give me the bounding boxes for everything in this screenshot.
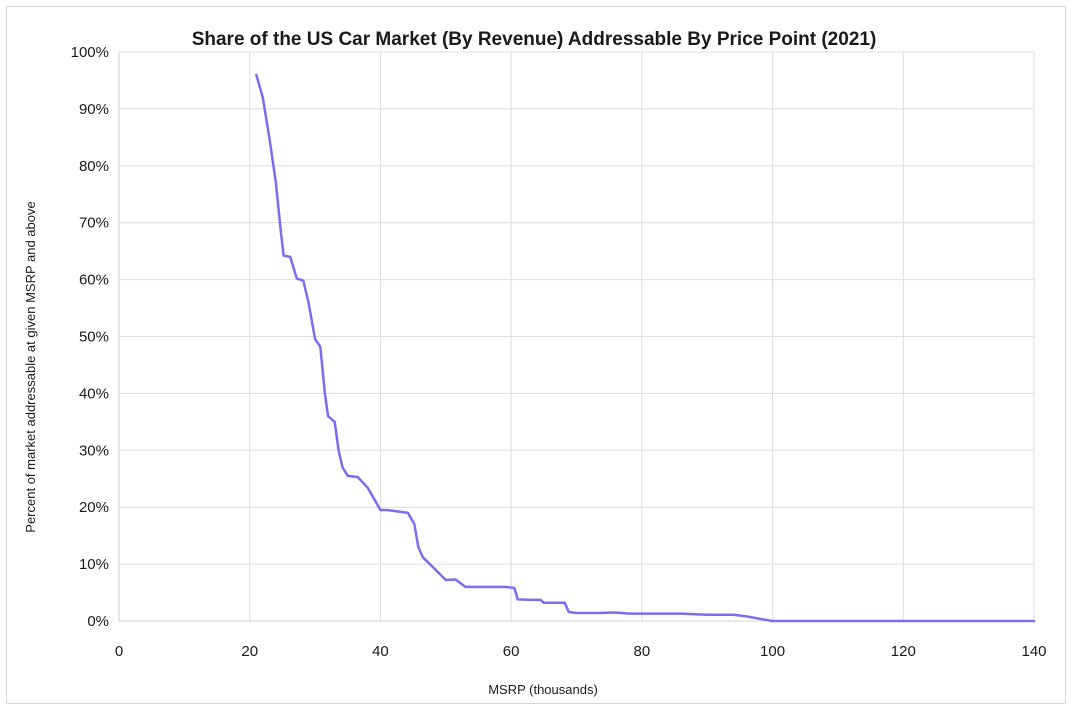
x-tick-label: 140	[1021, 643, 1046, 660]
line-chart: Share of the US Car Market (By Revenue) …	[23, 29, 1047, 697]
y-axis-label: Percent of market addressable at given M…	[23, 201, 38, 532]
series-layer	[255, 73, 1036, 623]
y-tick-label: 90%	[79, 101, 109, 118]
y-tick-label: 60%	[79, 272, 109, 289]
y-tick-label: 80%	[79, 158, 109, 175]
x-tick-label: 20	[241, 643, 258, 660]
series-line	[255, 73, 1036, 623]
y-tick-label: 20%	[79, 499, 109, 516]
y-tick-label: 50%	[79, 329, 109, 346]
x-tick-label: 60	[503, 643, 520, 660]
chart-title: Share of the US Car Market (By Revenue) …	[192, 29, 877, 50]
y-tick-label: 0%	[87, 613, 109, 630]
x-tick-label: 120	[891, 643, 916, 660]
tick-labels: 0% 10% 20% 30% 40% 50% 60% 70% 80% 90% 100% 0 20 40 60…	[71, 44, 1047, 660]
y-tick-label: 40%	[79, 385, 109, 402]
y-tick-label: 10%	[79, 556, 109, 573]
x-tick-label: 80	[634, 643, 651, 660]
y-tick-label: 70%	[79, 215, 109, 232]
chart-frame: Share of the US Car Market (By Revenue) …	[6, 6, 1066, 704]
x-tick-label: 100	[760, 643, 785, 660]
x-axis-label: MSRP (thousands)	[488, 682, 598, 697]
x-tick-label: 40	[372, 643, 389, 660]
y-tick-label: 100%	[71, 44, 109, 61]
x-tick-label: 0	[115, 643, 123, 660]
grid-lines	[118, 51, 1035, 622]
y-tick-label: 30%	[79, 442, 109, 459]
